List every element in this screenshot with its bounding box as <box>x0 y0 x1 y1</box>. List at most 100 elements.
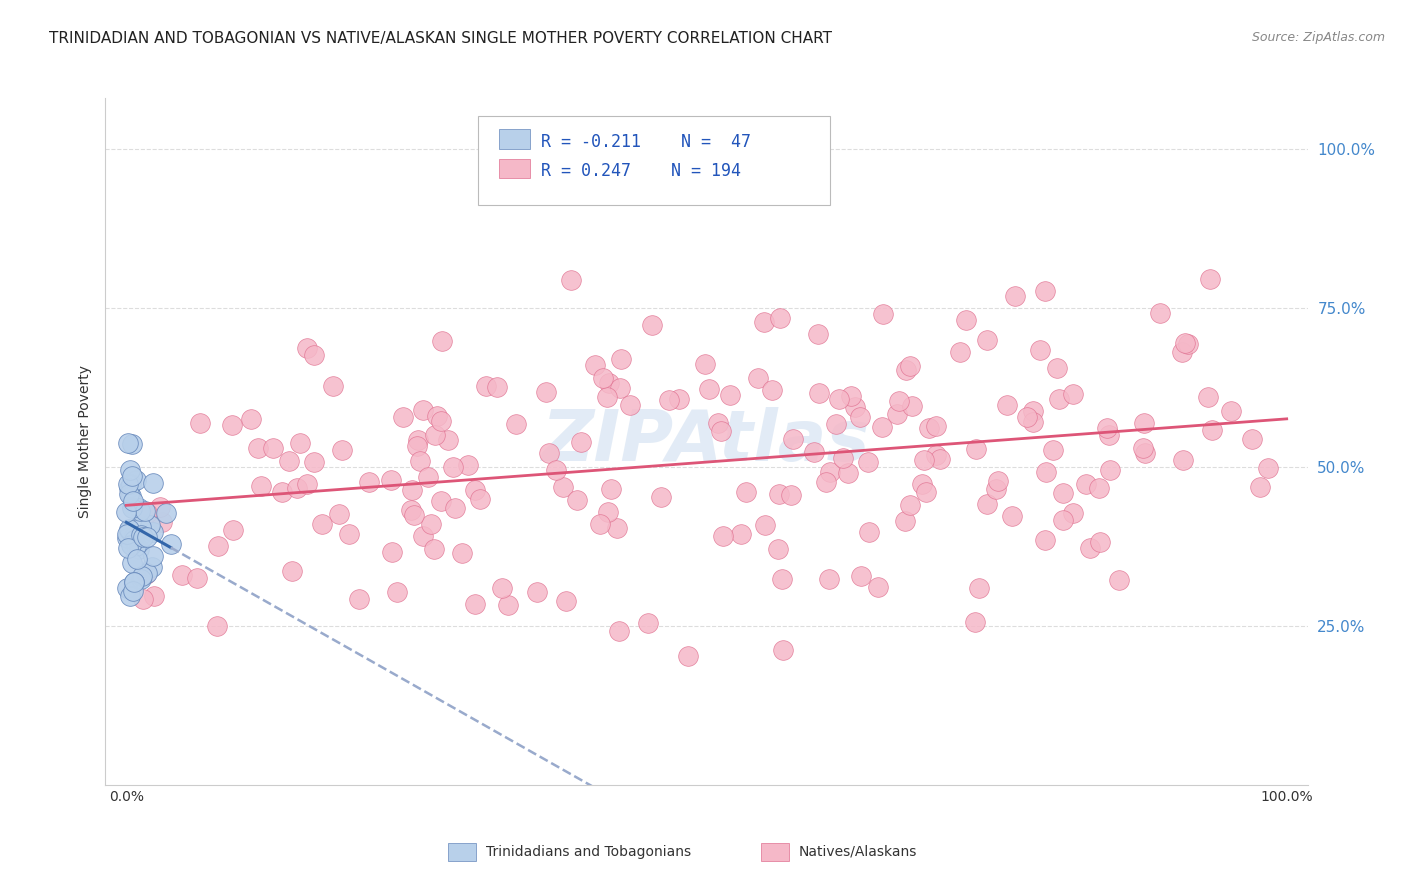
Point <box>1133 445 1156 459</box>
Point <box>385 585 408 599</box>
Point <box>894 514 917 528</box>
Point <box>122 533 145 547</box>
Point <box>697 382 720 396</box>
Point <box>131 520 153 534</box>
Point <box>141 560 163 574</box>
Point <box>1033 284 1056 298</box>
Point <box>134 504 156 518</box>
Point <box>135 566 157 581</box>
Point <box>754 517 776 532</box>
Point <box>406 433 429 447</box>
Text: Source: ZipAtlas.com: Source: ZipAtlas.com <box>1251 31 1385 45</box>
Point <box>949 344 972 359</box>
Point <box>886 407 908 421</box>
Point <box>122 493 145 508</box>
Point <box>221 418 243 433</box>
Point <box>129 572 152 586</box>
Point <box>136 566 159 580</box>
Point <box>496 598 519 612</box>
Point <box>117 541 139 555</box>
Point <box>121 500 143 515</box>
Point <box>807 327 830 342</box>
Point <box>900 399 922 413</box>
Point <box>347 591 370 606</box>
Point <box>124 574 146 589</box>
Point <box>121 489 143 503</box>
Point <box>131 569 153 583</box>
Point <box>965 615 987 630</box>
Point <box>965 442 987 456</box>
Point <box>128 500 150 515</box>
Point <box>832 450 855 465</box>
Point <box>485 380 508 394</box>
Point <box>837 466 859 480</box>
Point <box>120 589 142 603</box>
Point <box>1046 360 1069 375</box>
Point <box>115 504 138 518</box>
Point <box>505 417 527 432</box>
Point <box>304 348 326 362</box>
Point <box>752 315 775 329</box>
Point <box>150 515 173 529</box>
Point <box>118 481 141 495</box>
Point <box>430 334 453 348</box>
Point <box>1149 306 1171 320</box>
Point <box>470 492 492 507</box>
Point <box>429 494 451 508</box>
Point <box>302 455 325 469</box>
Point <box>423 542 446 557</box>
Text: Trinidadians and Tobagonians: Trinidadians and Tobagonians <box>486 845 692 859</box>
Point <box>925 448 948 462</box>
Point <box>870 419 893 434</box>
Point <box>118 487 141 501</box>
Point <box>399 503 422 517</box>
Point <box>441 459 464 474</box>
Point <box>1133 416 1156 430</box>
Point <box>1062 506 1084 520</box>
Point <box>1001 508 1024 523</box>
Point <box>912 453 935 467</box>
Point <box>589 516 612 531</box>
Point <box>401 483 423 498</box>
Point <box>658 393 681 408</box>
Point <box>1052 486 1074 500</box>
Point <box>1098 428 1121 442</box>
Point <box>711 529 734 543</box>
Point <box>803 445 825 459</box>
Point <box>128 504 150 518</box>
Point <box>856 455 879 469</box>
Point <box>1173 335 1195 350</box>
Point <box>122 529 145 543</box>
Point <box>1035 465 1057 479</box>
Point <box>925 418 948 433</box>
Point <box>464 483 486 497</box>
Point <box>207 539 229 553</box>
Point <box>297 341 319 355</box>
Point <box>976 333 998 347</box>
Point <box>600 482 623 496</box>
Point <box>1201 423 1223 437</box>
Point <box>406 439 429 453</box>
Point <box>328 508 350 522</box>
Point <box>598 505 620 519</box>
Point <box>474 379 496 393</box>
Point <box>1080 541 1102 556</box>
Point <box>464 597 486 611</box>
Point <box>149 500 172 514</box>
Point <box>142 549 165 563</box>
Point <box>172 568 194 582</box>
Point <box>136 530 159 544</box>
Point <box>120 463 142 477</box>
Point <box>583 358 606 372</box>
Point <box>782 433 804 447</box>
Point <box>136 506 159 520</box>
Point <box>761 383 783 397</box>
Point <box>247 441 270 455</box>
Point <box>1052 513 1074 527</box>
Point <box>1199 272 1222 286</box>
Point <box>1171 453 1194 467</box>
Point <box>706 416 728 430</box>
Point <box>955 313 977 327</box>
Point <box>818 572 841 586</box>
Point <box>117 531 139 545</box>
